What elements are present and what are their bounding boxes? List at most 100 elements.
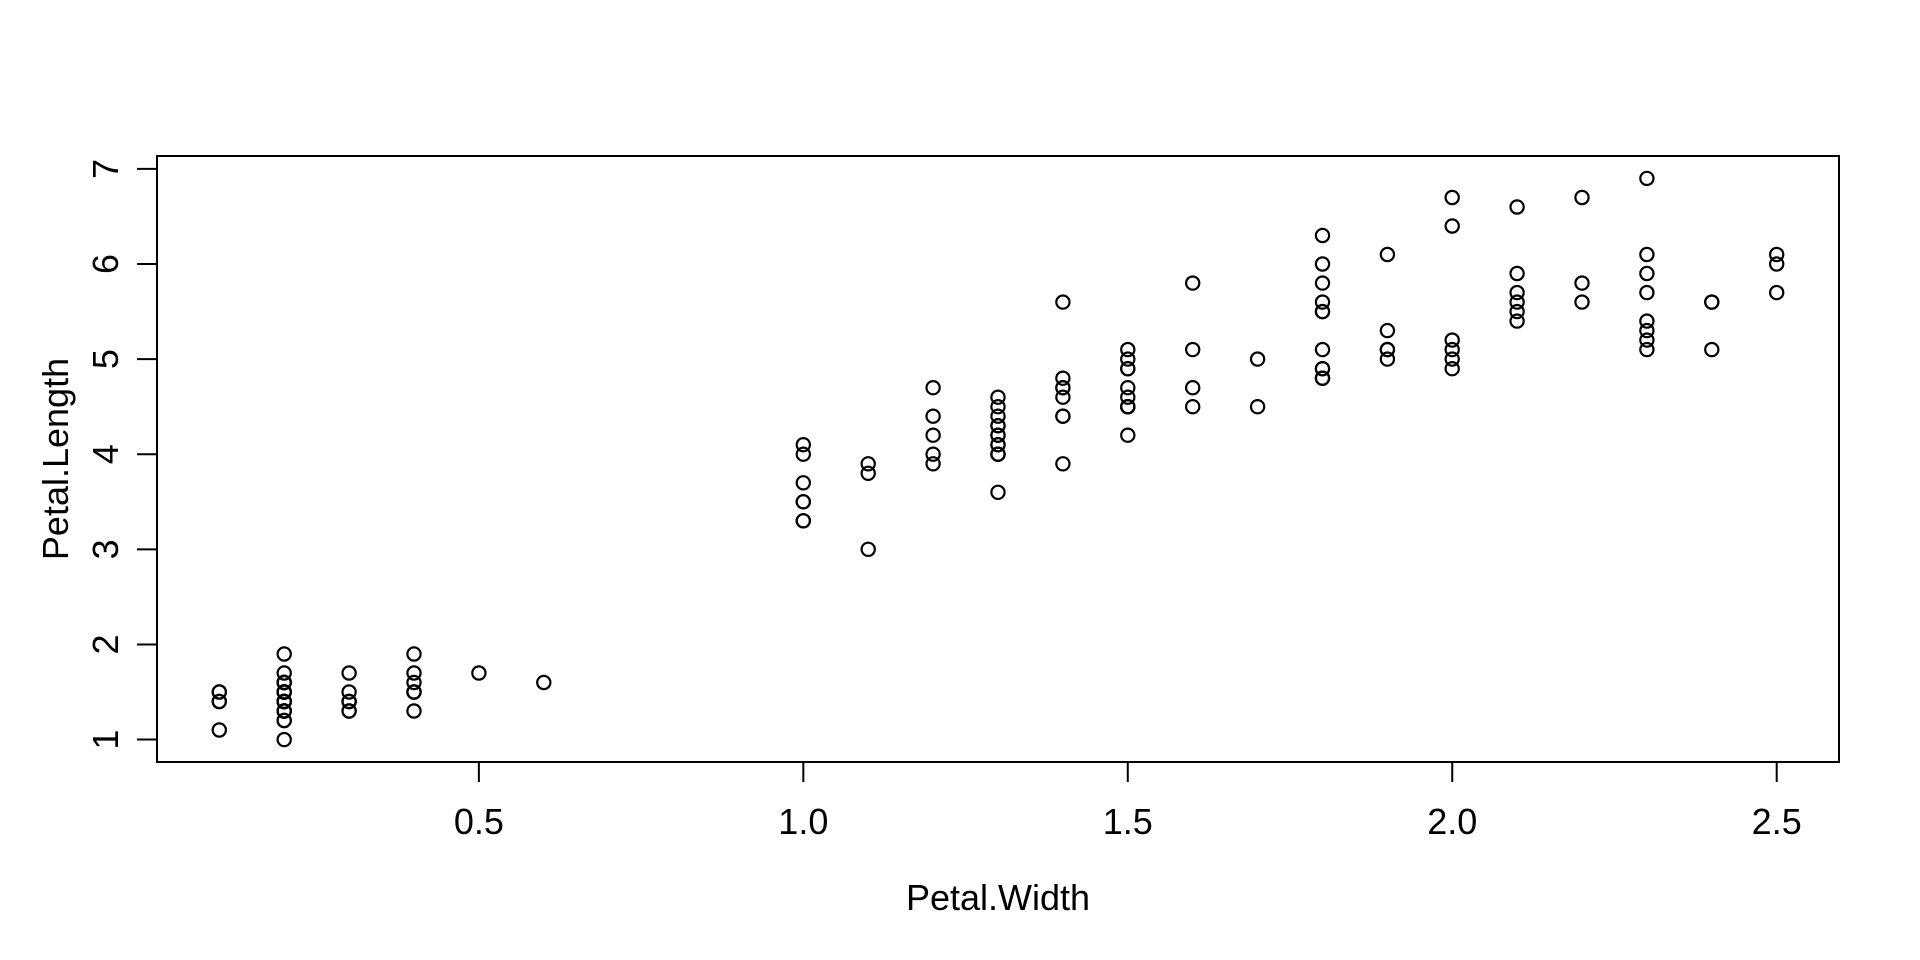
data-point <box>1314 370 1331 386</box>
data-point <box>1379 351 1396 367</box>
data-point <box>276 684 292 700</box>
data-point <box>1314 275 1331 291</box>
data-point <box>1055 380 1071 396</box>
data-point <box>1120 380 1136 396</box>
x-tick-label: 2.0 <box>1427 801 1477 842</box>
data-point <box>1120 389 1136 405</box>
data-point <box>1055 370 1071 386</box>
data-point <box>1120 361 1136 377</box>
data-point <box>1704 294 1720 310</box>
data-point <box>1574 189 1590 206</box>
data-point <box>925 446 941 462</box>
x-tick-label: 2.5 <box>1752 801 1802 842</box>
data-point <box>1639 322 1655 339</box>
y-axis-ticks: 1 2 3 4 5 6 7 <box>85 159 157 750</box>
data-point <box>1444 341 1460 358</box>
data-point <box>1444 218 1460 234</box>
data-point <box>990 446 1006 462</box>
data-point <box>276 731 292 748</box>
data-point <box>1768 246 1785 263</box>
data-point <box>1574 275 1590 291</box>
data-point <box>406 703 422 719</box>
data-point <box>276 703 292 719</box>
data-point <box>276 665 292 681</box>
x-axis-title: Petal.Width <box>906 877 1090 918</box>
data-point <box>1444 361 1460 377</box>
data-point <box>925 408 941 424</box>
data-point <box>1055 389 1071 405</box>
data-point <box>406 674 422 691</box>
data-point <box>1184 399 1201 415</box>
data-point <box>1314 256 1331 272</box>
data-point <box>860 541 876 558</box>
data-point <box>406 684 422 700</box>
data-point <box>276 712 292 729</box>
data-point <box>1509 313 1525 329</box>
data-point <box>1509 199 1525 215</box>
data-point <box>1639 265 1655 282</box>
data-point <box>1509 284 1525 301</box>
data-point <box>795 446 812 462</box>
data-point <box>860 456 876 472</box>
y-tick-label: 2 <box>85 634 126 654</box>
x-tick-label: 0.5 <box>454 801 504 842</box>
data-point <box>211 693 227 710</box>
data-point <box>925 380 941 396</box>
y-tick-label: 5 <box>85 349 126 369</box>
data-point <box>1314 361 1331 377</box>
data-point <box>1249 399 1266 415</box>
data-point <box>341 665 357 681</box>
y-tick-label: 7 <box>85 159 126 179</box>
data-point <box>341 684 357 700</box>
data-point <box>1379 341 1396 358</box>
data-point <box>795 494 812 510</box>
data-point <box>1120 351 1136 367</box>
data-point <box>536 674 552 691</box>
data-point <box>925 427 941 443</box>
data-point <box>1184 341 1201 358</box>
data-point <box>211 722 227 738</box>
data-point <box>1055 456 1071 472</box>
data-point <box>1379 322 1396 339</box>
data-point <box>990 408 1006 424</box>
y-tick-label: 1 <box>85 730 126 750</box>
data-point <box>341 693 357 710</box>
data-point <box>1639 341 1655 358</box>
data-point <box>990 484 1006 500</box>
data-point <box>1639 246 1655 263</box>
data-point <box>276 646 292 662</box>
data-point <box>1444 189 1460 206</box>
data-point <box>341 703 357 719</box>
data-point <box>1574 294 1590 310</box>
data-point <box>990 399 1006 415</box>
data-point <box>1704 341 1720 358</box>
data-point <box>1184 275 1201 291</box>
data-point <box>1768 256 1785 272</box>
data-point <box>925 456 941 472</box>
data-point <box>990 427 1006 443</box>
data-point <box>1639 313 1655 329</box>
data-point <box>990 418 1006 434</box>
data-point <box>1314 294 1331 310</box>
data-point <box>276 674 292 691</box>
data-point <box>795 475 812 491</box>
data-point <box>1509 303 1525 320</box>
data-point <box>1444 351 1460 367</box>
data-point <box>990 437 1006 453</box>
data-point <box>1314 341 1331 358</box>
y-axis-title: Petal.Length <box>35 358 76 560</box>
data-point <box>211 684 227 700</box>
data-point <box>1509 294 1525 310</box>
data-point <box>1314 303 1331 320</box>
data-point <box>1639 284 1655 301</box>
x-tick-label: 1.5 <box>1103 801 1153 842</box>
data-point <box>1120 427 1136 443</box>
data-point <box>860 465 876 481</box>
data-point <box>795 437 812 453</box>
data-point <box>1639 170 1655 187</box>
y-tick-label: 6 <box>85 254 126 274</box>
y-tick-label: 3 <box>85 539 126 559</box>
data-point <box>1184 380 1201 396</box>
